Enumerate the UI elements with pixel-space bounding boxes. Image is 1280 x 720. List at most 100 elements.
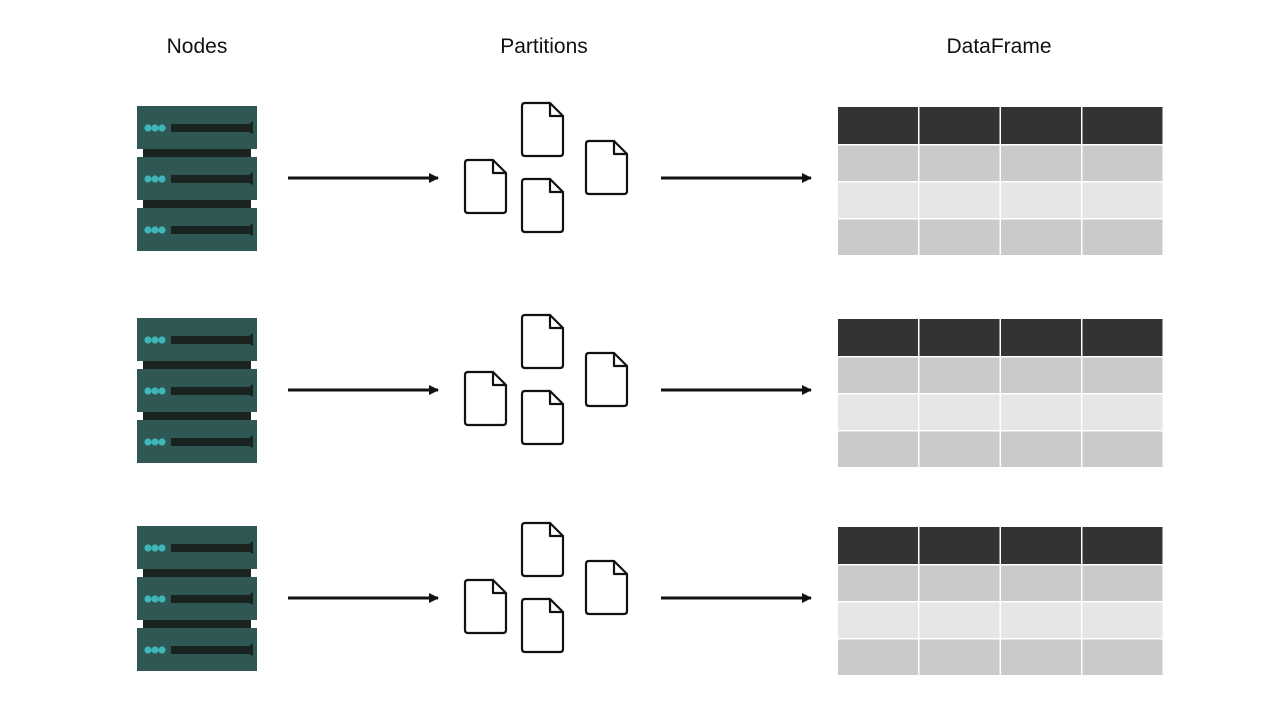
server-unit (137, 318, 257, 361)
file-fold-icon (491, 372, 506, 387)
file-icon (584, 559, 629, 616)
server-rack-icon (137, 106, 257, 251)
server-light-icon (151, 544, 159, 552)
table-cell (1001, 639, 1081, 675)
server-rail (143, 361, 251, 369)
table-header-cell (919, 319, 1000, 356)
server-light-icon (151, 646, 159, 654)
file-icon (520, 313, 565, 370)
server-light-icon (151, 336, 159, 344)
table-cell (919, 639, 1000, 675)
server-light-icon (144, 438, 152, 446)
table-cell (919, 602, 1000, 638)
table-header-cell (1082, 527, 1163, 564)
file-icon (463, 158, 508, 215)
server-unit (137, 369, 257, 412)
table-header-cell (838, 527, 918, 564)
server-light-icon (144, 175, 152, 183)
table-cell (919, 145, 1000, 181)
server-unit (137, 157, 257, 200)
dataframe-table (838, 107, 1163, 255)
server-rail (143, 200, 251, 208)
table-cell (1001, 602, 1081, 638)
file-fold-icon (548, 103, 563, 118)
file-icon (463, 370, 508, 427)
server-light-icon (158, 175, 166, 183)
table-cell (1082, 431, 1163, 467)
server-rail (143, 569, 251, 577)
server-unit (137, 208, 257, 251)
dataframe-header: DataFrame (946, 35, 1052, 58)
file-fold-icon (612, 353, 627, 368)
table-cell (838, 145, 918, 181)
diagram-row-3 (137, 521, 1163, 675)
table-header-cell (1082, 319, 1163, 356)
server-light-icon (158, 124, 166, 132)
server-slot (171, 172, 253, 185)
server-light-icon (158, 595, 166, 603)
server-slot (171, 384, 253, 397)
table-cell (838, 431, 918, 467)
server-light-icon (151, 438, 159, 446)
file-fold-icon (612, 141, 627, 156)
file-fold-icon (548, 315, 563, 330)
table-cell (1001, 357, 1081, 393)
table-cell (1082, 394, 1163, 430)
table-cell (1001, 182, 1081, 218)
server-light-icon (151, 226, 159, 234)
table-cell (919, 182, 1000, 218)
server-light-icon (158, 438, 166, 446)
table-cell (1082, 639, 1163, 675)
server-unit (137, 106, 257, 149)
file-fold-icon (548, 523, 563, 538)
server-rack-icon (137, 526, 257, 671)
table-cell (838, 565, 918, 601)
server-light-icon (151, 387, 159, 395)
server-rail (143, 412, 251, 420)
server-rail (143, 620, 251, 628)
table-cell (1001, 394, 1081, 430)
server-unit (137, 420, 257, 463)
server-light-icon (158, 336, 166, 344)
table-cell (1001, 431, 1081, 467)
server-light-icon (144, 544, 152, 552)
table-header-cell (1001, 527, 1081, 564)
table-cell (1082, 565, 1163, 601)
table-cell (919, 565, 1000, 601)
nodes-header: Nodes (166, 35, 228, 58)
server-slot (171, 592, 253, 605)
server-unit (137, 526, 257, 569)
server-light-icon (144, 387, 152, 395)
server-light-icon (144, 226, 152, 234)
table-cell (919, 431, 1000, 467)
table-header-cell (1001, 107, 1081, 144)
partition-files (463, 313, 629, 446)
file-fold-icon (548, 179, 563, 194)
dataframe-table (838, 527, 1163, 675)
diagram-row-1 (137, 101, 1163, 255)
table-cell (919, 394, 1000, 430)
partition-files (463, 521, 629, 654)
table-cell (838, 394, 918, 430)
file-icon (463, 578, 508, 635)
table-cell (838, 602, 918, 638)
file-fold-icon (548, 599, 563, 614)
diagram-row-2 (137, 313, 1163, 467)
server-light-icon (158, 226, 166, 234)
table-cell (1082, 357, 1163, 393)
server-light-icon (158, 646, 166, 654)
table-header-cell (1082, 107, 1163, 144)
server-light-icon (144, 646, 152, 654)
file-icon (584, 139, 629, 196)
server-light-icon (144, 595, 152, 603)
partition-files (463, 101, 629, 234)
server-slot (171, 643, 253, 656)
table-cell (838, 357, 918, 393)
server-slot (171, 541, 253, 554)
file-fold-icon (548, 391, 563, 406)
table-header-cell (919, 527, 1000, 564)
server-rack-icon (137, 318, 257, 463)
table-cell (1082, 182, 1163, 218)
server-rail (143, 149, 251, 157)
